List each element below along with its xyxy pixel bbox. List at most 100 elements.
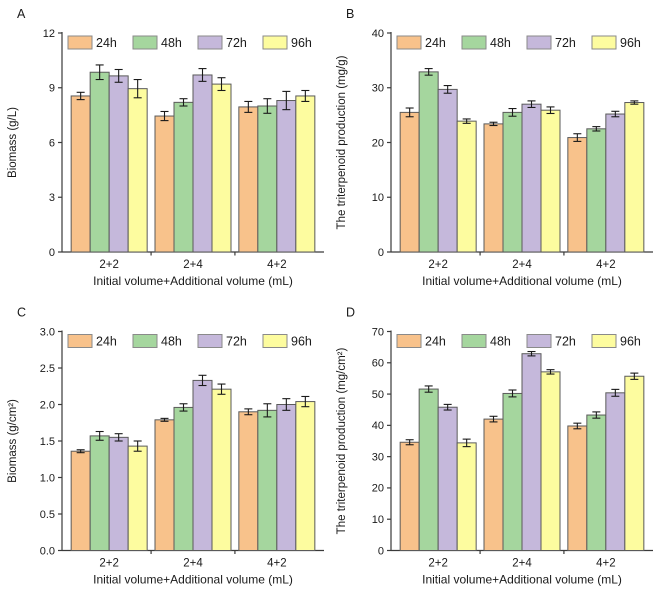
- bar: [154, 419, 175, 551]
- y-tick-label: 40: [372, 28, 384, 40]
- bar: [567, 425, 588, 551]
- panel-b: B 0 10 20 30 40 2+2 2+4 4+2 Initial volume+Additi…: [329, 0, 658, 298]
- legend-swatch: [591, 334, 617, 348]
- y-tick-label: 0: [378, 545, 384, 557]
- panel-a: A 0 3 6 9 12 2+2 2+4 4+2 Initial volume+Additiona…: [0, 0, 329, 298]
- x-axis-label: Initial volume+Additional volume (mL): [422, 573, 622, 587]
- bar: [418, 71, 439, 253]
- legend-label: 48h: [490, 36, 511, 50]
- y-axis-label: Biomass (g/cm²): [7, 399, 19, 483]
- bar: [605, 392, 626, 551]
- x-tick-label: 2+4: [183, 259, 203, 271]
- x-tick-label: 2+2: [428, 259, 448, 271]
- x-tick-label: 2+4: [183, 558, 203, 570]
- x-tick-label: 4+2: [596, 558, 616, 570]
- bar: [276, 404, 297, 551]
- bar: [521, 353, 542, 551]
- x-tick-label: 4+2: [267, 558, 287, 570]
- bar: [483, 418, 504, 551]
- legend-label: 96h: [620, 36, 641, 50]
- bar: [624, 375, 645, 551]
- bar: [211, 388, 232, 551]
- bar: [127, 445, 148, 551]
- x-tick-label: 2+2: [428, 558, 448, 570]
- legend-label: 48h: [161, 36, 182, 50]
- legend-label: 48h: [161, 335, 182, 349]
- legend-swatch: [67, 35, 93, 50]
- bar: [437, 88, 458, 253]
- bar: [192, 74, 213, 253]
- bar: [605, 113, 626, 253]
- y-tick-label: 6: [49, 137, 55, 149]
- bar: [624, 102, 645, 253]
- y-tick-label: 30: [372, 451, 384, 463]
- x-axis-label: Initial volume+Additional volume (mL): [93, 573, 293, 587]
- bar: [586, 128, 607, 253]
- x-tick-label: 4+2: [267, 259, 287, 271]
- legend-swatch: [526, 334, 552, 348]
- legend-label: 24h: [425, 36, 446, 50]
- x-axis-label: Initial volume+Additional volume (mL): [93, 274, 293, 288]
- legend-swatch: [526, 35, 552, 50]
- panel-letter: A: [17, 7, 26, 21]
- legend-label: 24h: [96, 36, 117, 50]
- legend-label: 72h: [555, 36, 576, 50]
- legend-label: 96h: [620, 335, 641, 349]
- bar: [295, 95, 316, 253]
- bar: [211, 83, 232, 253]
- x-axis-label: Initial volume+Additional volume (mL): [422, 274, 622, 288]
- legend-label: 24h: [96, 335, 117, 349]
- x-tick-label: 2+4: [512, 558, 532, 570]
- bar: [295, 401, 316, 551]
- legend-label: 24h: [425, 335, 446, 349]
- y-tick-label: 0.0: [40, 545, 55, 557]
- x-tick-label: 4+2: [596, 259, 616, 271]
- legend-label: 96h: [291, 335, 312, 349]
- y-tick-label: 20: [372, 137, 384, 149]
- panel-d-chart: D 0 10 20 30 40 50 60 70 2+2 2+4 4+2 Initial volume+…: [336, 306, 653, 587]
- panel-b-chart: B 0 10 20 30 40 2+2 2+4 4+2 Initial volume+Additi…: [336, 7, 653, 288]
- panel-c: C 0.0 0.5 1.0 1.5 2.0 2.5 3.0 2+2 2+4 4+2 Initial v…: [0, 298, 329, 597]
- legend-swatch: [396, 334, 422, 348]
- y-tick-label: 2.5: [40, 363, 55, 375]
- y-tick-label: 30: [372, 83, 384, 95]
- legend-swatch: [132, 35, 158, 50]
- legend-swatch: [262, 35, 288, 50]
- y-tick-label: 50: [372, 389, 384, 401]
- bar: [540, 371, 561, 552]
- bar: [276, 100, 297, 253]
- legend-label: 72h: [555, 335, 576, 349]
- x-tick-label: 2+4: [512, 259, 532, 271]
- legend-label: 96h: [291, 36, 312, 50]
- bar: [399, 111, 420, 253]
- y-tick-label: 3.0: [40, 326, 55, 338]
- bar: [586, 414, 607, 552]
- x-tick-label: 2+2: [99, 259, 119, 271]
- y-tick-label: 0: [378, 247, 384, 259]
- bar: [173, 101, 194, 253]
- bar: [108, 75, 129, 253]
- bar: [238, 411, 259, 551]
- y-axis-label: The triterpenoid production (mg/g): [336, 55, 348, 229]
- y-tick-label: 1.0: [40, 472, 55, 484]
- bar: [483, 123, 504, 253]
- legend-swatch: [67, 334, 93, 348]
- panel-letter: C: [17, 306, 26, 320]
- legend-swatch: [197, 35, 223, 50]
- y-tick-label: 2.0: [40, 399, 55, 411]
- bar: [502, 392, 523, 552]
- panel-a-chart: A 0 3 6 9 12 2+2 2+4 4+2 Initial volume+Additiona…: [7, 7, 324, 288]
- y-axis-label: Biomass (g/L): [7, 107, 19, 178]
- panel-d: D 0 10 20 30 40 50 60 70 2+2 2+4 4+2 Initial volume+…: [329, 298, 658, 597]
- bar: [70, 95, 91, 253]
- bar: [456, 120, 477, 253]
- bar: [238, 106, 259, 253]
- bar: [437, 406, 458, 551]
- y-tick-label: 0: [49, 247, 55, 259]
- y-tick-label: 12: [43, 28, 55, 40]
- bar: [154, 115, 175, 253]
- legend-label: 72h: [226, 335, 247, 349]
- legend-swatch: [591, 35, 617, 50]
- legend-swatch: [461, 35, 487, 50]
